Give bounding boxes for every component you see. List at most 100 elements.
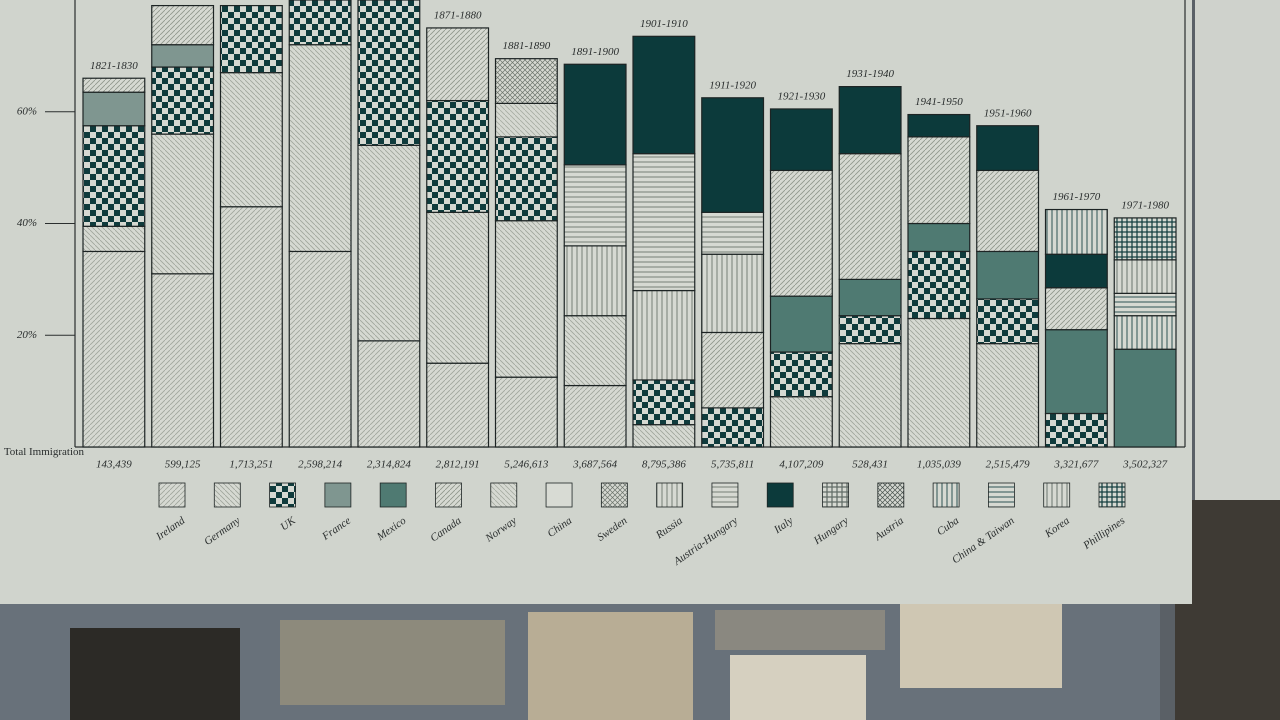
total-value: 4,107,209 — [779, 459, 824, 471]
bar-segment — [1044, 253, 1108, 289]
plot-area: 20%40%60%1821-1830143,4391831-1840599,12… — [17, 0, 1186, 568]
category-label: 1931-1940 — [846, 68, 894, 80]
bar-segment — [907, 250, 971, 320]
bar-segment — [838, 343, 902, 448]
photo-frame — [730, 655, 866, 720]
bar-segment — [632, 35, 696, 155]
bar-segment — [976, 169, 1040, 253]
total-value: 143,439 — [96, 459, 132, 471]
bar-segment — [288, 0, 352, 46]
y-tick-label: 60% — [17, 105, 37, 117]
bar-segment — [1044, 412, 1108, 448]
bar-segment — [151, 133, 215, 275]
photo-frame — [528, 612, 693, 720]
y-tick-label: 20% — [17, 329, 37, 341]
legend-swatch — [766, 482, 794, 508]
category-label: 1881-1890 — [503, 40, 551, 52]
bar-segment — [151, 273, 215, 448]
legend-swatch — [932, 482, 960, 508]
legend-swatch — [269, 482, 296, 508]
category-label: 1891-1900 — [571, 46, 619, 58]
bar-segment — [1113, 348, 1177, 448]
photo-frame — [70, 628, 240, 720]
total-value: 5,735,811 — [711, 459, 754, 471]
bar-segment — [494, 376, 558, 448]
bar-segment — [976, 125, 1040, 172]
legend-swatch — [213, 482, 241, 508]
bar-segment — [907, 136, 971, 225]
bar-segment — [769, 396, 833, 448]
category-label: 1871-1880 — [434, 9, 482, 21]
category-label: 1951-1960 — [984, 107, 1032, 119]
total-value: 3,321,677 — [1053, 459, 1099, 471]
category-label: 1821-1830 — [90, 60, 138, 72]
bar-segment — [838, 315, 902, 345]
bar-segment — [357, 144, 421, 342]
legend-swatch — [1098, 482, 1126, 508]
category-label: 1921-1930 — [778, 90, 826, 102]
legend-swatch — [435, 482, 462, 508]
bar-segment — [82, 91, 146, 127]
bar-segment — [563, 245, 627, 317]
background-shelf — [1175, 500, 1280, 720]
total-value: 2,812,191 — [436, 459, 480, 471]
bar-segment — [838, 278, 902, 317]
bar-segment — [701, 407, 765, 448]
total-value: 2,598,214 — [298, 459, 343, 471]
bar-segment — [288, 250, 352, 448]
bar-segment — [1044, 329, 1108, 415]
legend-swatch — [545, 482, 573, 508]
category-label: 1911-1920 — [709, 79, 756, 91]
legend-swatch — [656, 482, 684, 508]
total-value: 1,713,251 — [229, 459, 273, 471]
total-value: 3,502,327 — [1122, 459, 1168, 471]
bar-segment — [494, 136, 558, 222]
category-label: 1901-1910 — [640, 18, 688, 30]
bar-segment — [701, 97, 765, 213]
bar-segment — [494, 58, 558, 104]
category-label: 1971-1980 — [1121, 199, 1169, 211]
legend-swatch — [324, 482, 352, 508]
bar-segment — [632, 424, 696, 448]
legend-swatch — [600, 482, 628, 508]
legend-swatch — [988, 482, 1015, 508]
bar-segment — [701, 253, 765, 334]
bar-segment — [426, 99, 490, 213]
bar-segment — [219, 72, 283, 208]
category-label: 1961-1970 — [1053, 191, 1101, 203]
total-value: 2,515,479 — [986, 459, 1031, 471]
bar-segment — [907, 317, 971, 448]
bar-segment — [563, 315, 627, 387]
total-value: 528,431 — [852, 459, 888, 471]
bar-segment — [769, 169, 833, 297]
bar-segment — [1044, 208, 1108, 255]
total-value: 5,246,613 — [504, 459, 549, 471]
bar-segment — [82, 225, 146, 253]
bar-segment — [426, 211, 490, 364]
bar-segment — [769, 351, 833, 398]
total-value: 599,125 — [165, 459, 201, 471]
bar-segment — [288, 44, 352, 253]
bar-segment — [426, 362, 490, 448]
bar-segment — [1113, 217, 1177, 261]
bar-segment — [151, 66, 215, 135]
bar-segment — [769, 108, 833, 172]
legend-swatch — [379, 482, 407, 508]
bar-segment — [357, 0, 421, 146]
bar-segment — [151, 44, 215, 68]
bar-segment — [907, 222, 971, 253]
photo-frame — [900, 604, 1062, 688]
bar-segment — [701, 331, 765, 409]
bar-segment — [1113, 259, 1177, 294]
bar-segment — [838, 153, 902, 280]
bar-segment — [976, 298, 1040, 345]
bar-segment — [563, 384, 627, 448]
bar-segment — [357, 340, 421, 448]
legend-swatch — [158, 482, 186, 508]
bar-segment — [769, 295, 833, 353]
bar-segment — [563, 164, 627, 247]
bar-segment — [82, 125, 146, 227]
photo-frame — [280, 620, 505, 705]
